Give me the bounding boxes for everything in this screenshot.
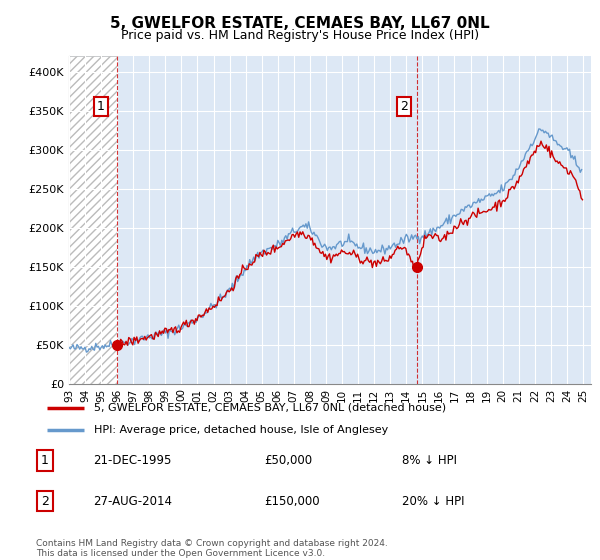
Text: 2: 2 [400,100,408,113]
Text: £50,000: £50,000 [264,454,312,467]
Text: 1: 1 [97,100,104,113]
Text: 5, GWELFOR ESTATE, CEMAES BAY, LL67 0NL (detached house): 5, GWELFOR ESTATE, CEMAES BAY, LL67 0NL … [94,403,446,413]
Text: 20% ↓ HPI: 20% ↓ HPI [402,494,464,508]
Text: 21-DEC-1995: 21-DEC-1995 [93,454,172,467]
Text: 8% ↓ HPI: 8% ↓ HPI [402,454,457,467]
Text: 1: 1 [41,454,49,467]
Text: Price paid vs. HM Land Registry's House Price Index (HPI): Price paid vs. HM Land Registry's House … [121,29,479,42]
Text: HPI: Average price, detached house, Isle of Anglesey: HPI: Average price, detached house, Isle… [94,424,388,435]
Text: 5, GWELFOR ESTATE, CEMAES BAY, LL67 0NL: 5, GWELFOR ESTATE, CEMAES BAY, LL67 0NL [110,16,490,31]
Text: Contains HM Land Registry data © Crown copyright and database right 2024.
This d: Contains HM Land Registry data © Crown c… [36,539,388,558]
Text: 2: 2 [41,494,49,508]
Bar [69,56,117,384]
Text: 27-AUG-2014: 27-AUG-2014 [93,494,172,508]
Text: £150,000: £150,000 [264,494,320,508]
